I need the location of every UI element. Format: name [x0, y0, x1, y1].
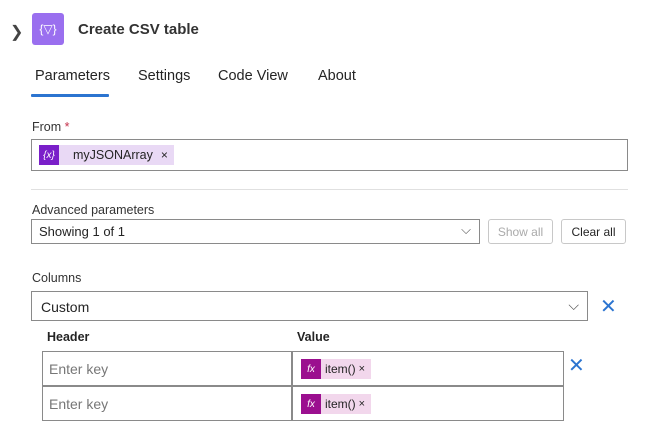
advanced-dropdown[interactable]: Showing 1 of 1 ⌵ — [31, 219, 480, 244]
function-icon: fx — [301, 359, 321, 379]
action-title: Create CSV table — [78, 21, 199, 38]
variable-icon: {x} — [39, 145, 59, 165]
header-key-input[interactable]: Enter key — [42, 386, 292, 421]
function-token[interactable]: fx item() × — [301, 394, 372, 414]
remove-token-icon[interactable]: × — [160, 148, 168, 162]
remove-row-icon[interactable]: ✕ — [568, 355, 585, 377]
chevron-down-icon: ⌵ — [461, 222, 471, 237]
from-input[interactable]: {x} myJSONArray × — [31, 139, 628, 171]
function-icon: fx — [301, 394, 321, 414]
value-column-label: Value — [297, 330, 330, 344]
tab-settings[interactable]: Settings — [138, 68, 191, 84]
clear-all-button[interactable]: Clear all — [561, 219, 626, 244]
active-tab-indicator — [31, 94, 109, 97]
variable-token[interactable]: {x} myJSONArray × — [39, 145, 174, 165]
columns-dropdown[interactable]: Custom ⌵ — [31, 291, 588, 321]
chevron-right-icon[interactable]: ❯ — [10, 24, 24, 41]
function-token[interactable]: fx item() × — [301, 359, 372, 379]
tab-parameters[interactable]: Parameters — [35, 68, 110, 84]
remove-token-icon[interactable]: × — [358, 398, 366, 410]
data-operation-icon: {▽} — [32, 13, 64, 45]
remove-columns-icon[interactable]: ✕ — [600, 296, 617, 318]
remove-token-icon[interactable]: × — [358, 363, 366, 375]
show-all-button[interactable]: Show all — [488, 219, 553, 244]
value-input[interactable]: fx item() × — [292, 386, 564, 421]
header-column-label: Header — [47, 330, 90, 344]
value-input[interactable]: fx item() × — [292, 351, 564, 386]
tab-code-view[interactable]: Code View — [218, 68, 288, 84]
tab-about[interactable]: About — [318, 68, 356, 84]
from-label: From * — [32, 120, 70, 134]
header-key-input[interactable]: Enter key — [42, 351, 292, 386]
chevron-down-icon: ⌵ — [568, 297, 579, 313]
advanced-label: Advanced parameters — [32, 203, 155, 217]
divider — [31, 189, 628, 190]
columns-label: Columns — [32, 271, 82, 285]
